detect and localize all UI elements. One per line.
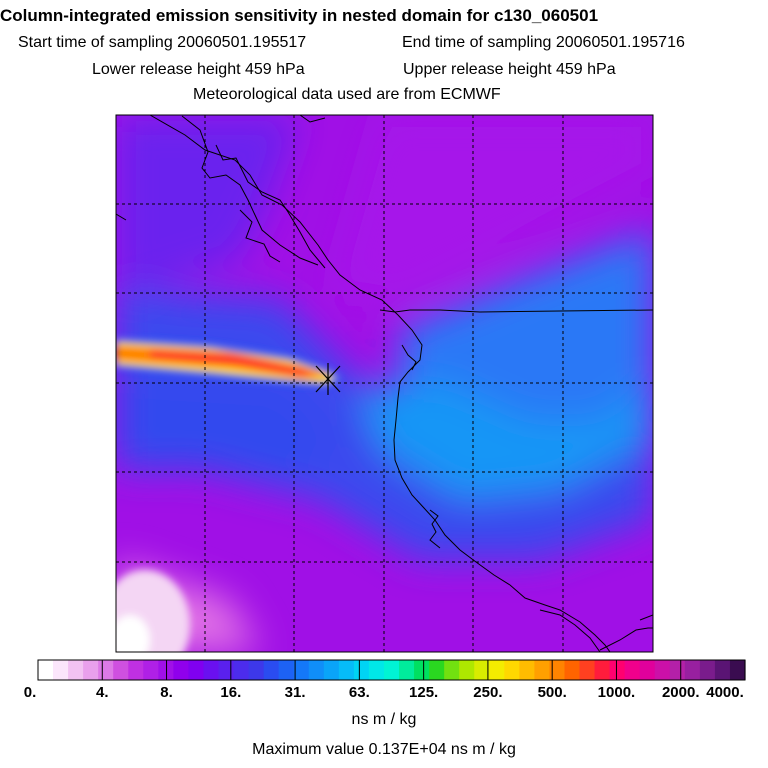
colorbar-swatch (308, 660, 325, 680)
colorbar-swatch (368, 660, 385, 680)
lower-release-label: Lower release height 459 hPa (92, 61, 305, 78)
colorbar-swatch (609, 660, 626, 680)
colorbar-swatch (383, 660, 400, 680)
colorbar-swatch (624, 660, 641, 680)
colorbar-swatch (218, 660, 235, 680)
colorbar-swatch (459, 660, 475, 680)
release-point-marker (315, 363, 341, 395)
colorbar-swatch (639, 660, 656, 680)
met-data-label: Meteorological data used are from ECMWF (193, 86, 501, 103)
heatmap-field (116, 115, 653, 652)
colorbar-swatch (579, 660, 596, 680)
colorbar-tick-label: 0. (23, 684, 37, 701)
colorbar-swatch (248, 660, 265, 680)
colorbar-swatch (699, 660, 716, 680)
coastlines (116, 115, 653, 652)
colorbar-swatch (429, 660, 445, 680)
colorbar-swatch (83, 660, 99, 680)
colorbar-tick-label: 4000. (706, 684, 744, 701)
colorbar-swatch (714, 660, 731, 680)
colorbar-swatch (654, 660, 671, 680)
upper-release-label: Upper release height 459 hPa (403, 61, 616, 78)
maximum-value-label: Maximum value 0.137E+04 ns m / kg (252, 741, 516, 758)
colorbar-swatch (128, 660, 144, 680)
colorbar-tick-label: 1000. (597, 684, 636, 701)
colorbar-frame (37, 659, 746, 681)
colorbar-tick-label: 250. (473, 684, 503, 701)
colorbar-tick-label: 500. (537, 684, 567, 701)
colorbar-swatch (534, 660, 551, 680)
colorbar-swatch (113, 660, 129, 680)
colorbar-tick-label: 16. (220, 684, 242, 701)
colorbar-tick-label: 4. (96, 684, 109, 701)
colorbar-swatch (233, 660, 250, 680)
colorbar (37, 659, 746, 681)
colorbar-tick-label: 2000. (661, 684, 700, 701)
colorbar-swatch (188, 660, 205, 680)
colorbar-swatch (519, 660, 535, 680)
colorbar-swatch (504, 660, 520, 680)
colorbar-swatch (399, 660, 415, 680)
colorbar-swatch (278, 660, 295, 680)
chart-title: Column-integrated emission sensitivity i… (0, 6, 599, 25)
colorbar-swatch (474, 660, 490, 680)
colorbar-swatch (293, 660, 310, 680)
colorbar-swatch (323, 660, 340, 680)
colorbar-tick-label: 8. (160, 684, 173, 701)
colorbar-swatch (414, 660, 430, 680)
end-time-label: End time of sampling 20060501.195716 (402, 34, 685, 51)
colorbar-swatch (594, 660, 611, 680)
plot-frame (115, 114, 654, 653)
colorbar-swatch (684, 660, 701, 680)
colorbar-tick-label: 31. (284, 684, 306, 701)
colorbar-swatch (729, 660, 746, 680)
colorbar-swatch (203, 660, 220, 680)
colorbar-swatch (564, 660, 581, 680)
colorbar-swatch (68, 660, 84, 680)
colorbar-units-label: ns m / kg (351, 711, 417, 728)
colorbar-swatch (489, 660, 505, 680)
colorbar-swatch (98, 660, 114, 680)
colorbar-tick-label: 125. (409, 684, 439, 701)
colorbar-swatch (338, 660, 355, 680)
colorbar-swatch (38, 660, 54, 680)
colorbar-swatch (353, 660, 370, 680)
colorbar-tick-label: 63. (348, 684, 370, 701)
colorbar-swatch (444, 660, 460, 680)
colorbar-swatch (143, 660, 159, 680)
colorbar-swatch (263, 660, 280, 680)
colorbar-swatch (549, 660, 566, 680)
plume (116, 338, 342, 386)
colorbar-swatch (173, 660, 190, 680)
colorbar-swatch (669, 660, 686, 680)
colorbar-swatch (53, 660, 69, 680)
start-time-label: Start time of sampling 20060501.195517 (18, 34, 307, 51)
